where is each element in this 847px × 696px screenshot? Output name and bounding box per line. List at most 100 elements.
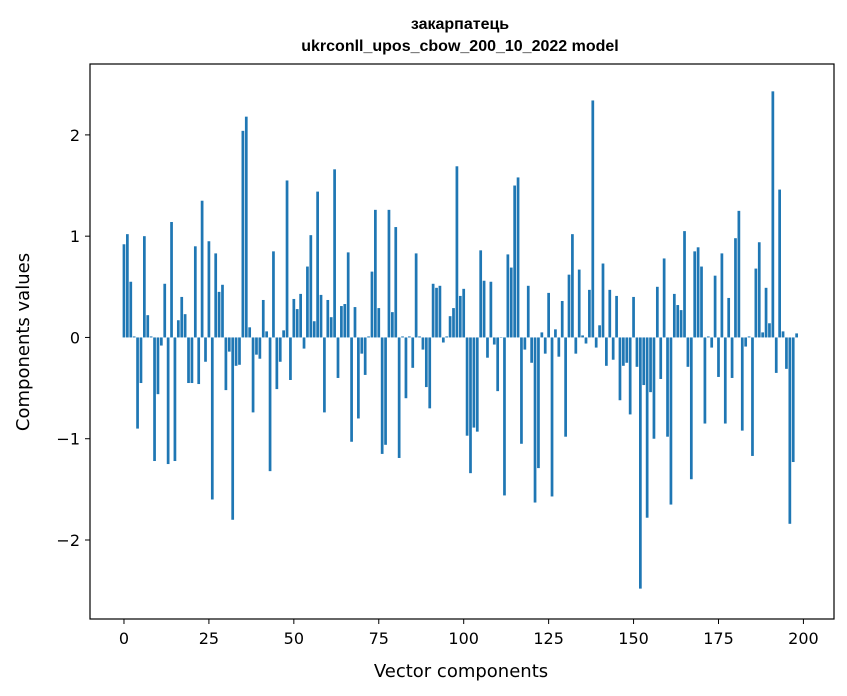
bar (672, 293, 676, 338)
bar (183, 314, 187, 338)
bar (717, 337, 720, 377)
bar (441, 337, 445, 343)
bar (166, 337, 170, 465)
bar (751, 337, 754, 456)
bar (435, 287, 438, 338)
bar (774, 337, 778, 373)
bar (489, 281, 493, 338)
bar (227, 337, 231, 352)
bar (309, 235, 313, 338)
bar (611, 337, 615, 360)
bar (771, 91, 775, 338)
bar (492, 337, 496, 345)
bar (292, 298, 296, 338)
bar (577, 269, 581, 338)
bar (421, 337, 425, 350)
bar (550, 337, 554, 497)
bar (360, 337, 364, 354)
bar (574, 337, 578, 354)
bar (496, 337, 500, 392)
bar (156, 337, 160, 395)
bar (686, 337, 690, 367)
bar (706, 336, 710, 338)
bar (136, 337, 139, 429)
bar (486, 337, 489, 358)
bar (200, 200, 204, 338)
bar (662, 258, 666, 338)
y-axis-ticks: −2 −1 0 1 2 (56, 126, 90, 550)
bar (635, 337, 639, 367)
bar (622, 337, 625, 366)
x-tick-label: 125 (533, 629, 564, 648)
bar (302, 337, 306, 349)
bar (231, 337, 235, 520)
bar (139, 337, 143, 384)
bar (618, 337, 622, 401)
bar (700, 266, 703, 338)
bar (204, 337, 207, 362)
bar (740, 337, 744, 431)
bar (445, 336, 449, 338)
plot-area-frame (89, 63, 835, 620)
bar (251, 337, 255, 413)
bar (159, 337, 163, 346)
bar (628, 337, 632, 415)
chart-title-line-1: закарпатець (411, 16, 509, 33)
bar (210, 337, 214, 500)
y-axis-label: Components values (13, 253, 34, 431)
bar (696, 247, 700, 338)
bar (289, 337, 292, 380)
bar (214, 253, 218, 338)
bar (346, 252, 350, 338)
bar (428, 337, 432, 409)
bar (285, 180, 289, 338)
bar (357, 337, 360, 419)
bar (747, 336, 751, 338)
bar (255, 337, 258, 355)
chart-title-line-2: ukrconll_upos_cbow_200_10_2022 model (301, 38, 618, 55)
bar (764, 287, 768, 338)
bar (404, 337, 408, 399)
bar (465, 337, 469, 436)
bar (387, 209, 391, 338)
bar (176, 320, 180, 338)
bar (241, 130, 245, 338)
bar (513, 185, 517, 338)
bar (275, 337, 279, 390)
bar (326, 299, 330, 338)
bar (458, 295, 462, 338)
bar (153, 337, 156, 462)
bar (343, 304, 347, 338)
bar (377, 308, 381, 338)
bar (506, 254, 510, 338)
bar (588, 289, 591, 338)
bar (625, 337, 629, 363)
bar (452, 308, 455, 338)
bar (350, 337, 353, 442)
bar (173, 337, 177, 462)
bar (605, 337, 608, 366)
bar (374, 209, 377, 338)
bar (601, 263, 605, 338)
bar (469, 337, 472, 474)
bar (720, 253, 724, 338)
x-tick-label: 0 (119, 629, 129, 648)
bar (693, 251, 697, 338)
bar (197, 337, 201, 385)
bar (516, 177, 520, 338)
bar (248, 327, 252, 338)
bar (295, 309, 299, 338)
bar (193, 246, 197, 338)
bar (727, 297, 731, 338)
bar (180, 296, 184, 338)
bar (520, 337, 523, 444)
bar (316, 191, 319, 338)
bar (788, 337, 792, 524)
bar (190, 337, 194, 384)
bar (431, 283, 435, 338)
bar (737, 210, 741, 338)
bar (547, 292, 550, 338)
bar (713, 275, 717, 338)
bar (384, 337, 387, 445)
x-axis-label: Vector components (374, 661, 548, 682)
